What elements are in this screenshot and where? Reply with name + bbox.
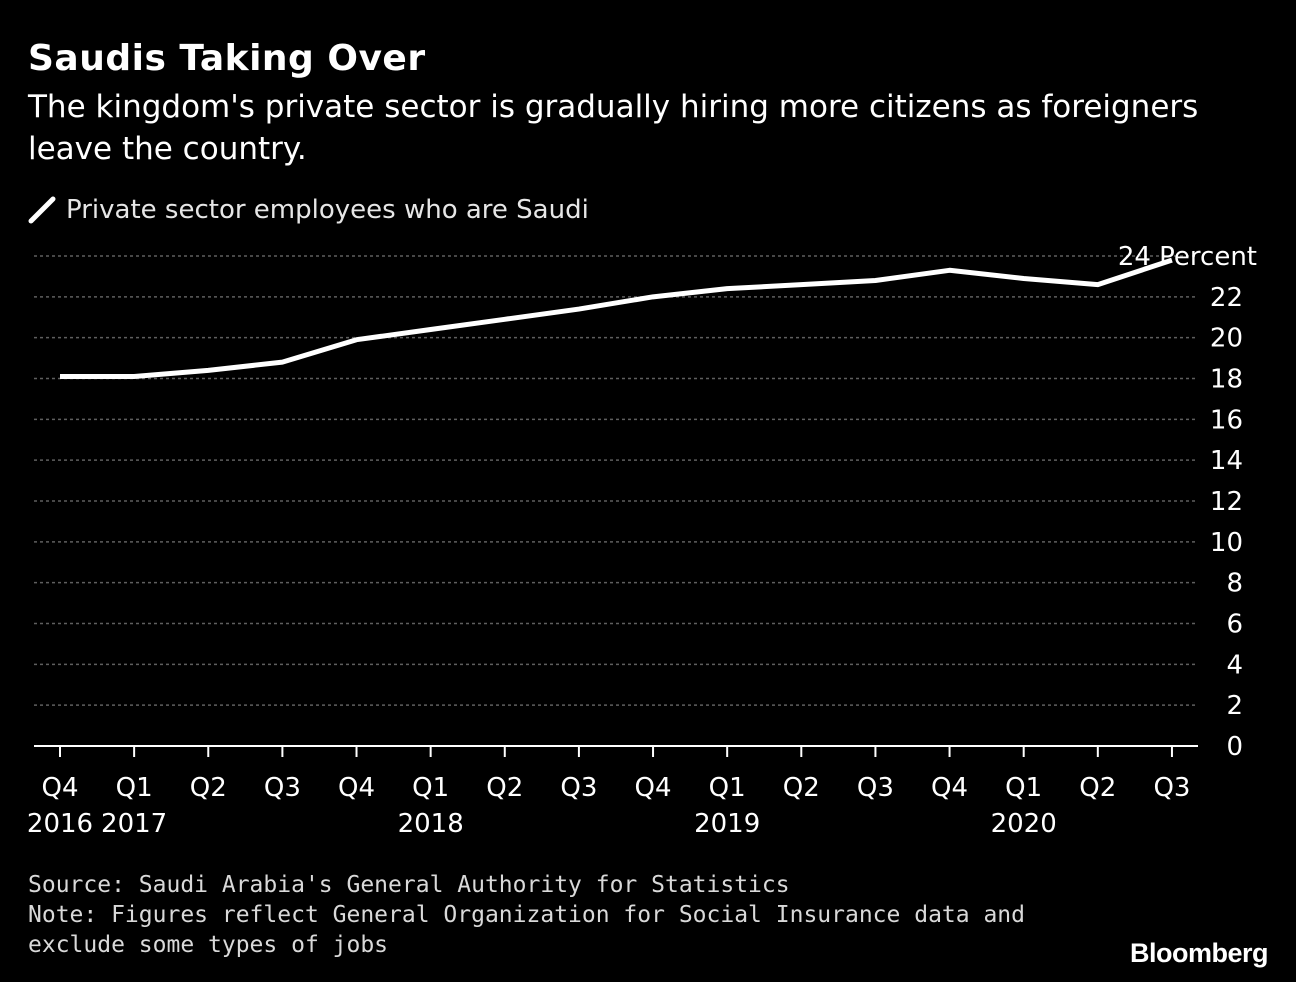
x-tick-label: Q4 (41, 773, 78, 803)
y-axis-tick-labels: 0 2 4 6 8 10 12 14 16 18 20 22 24 Percent (1118, 242, 1257, 762)
legend: Private sector employees who are Saudi (28, 192, 589, 228)
source-note: Source: Saudi Arabia's General Authority… (28, 872, 790, 898)
y-tick-label: 2 (1226, 691, 1243, 721)
x-year-label: 2018 (398, 809, 464, 839)
x-tick-label: Q3 (1153, 773, 1190, 803)
x-tick-label: Q1 (1005, 773, 1042, 803)
y-tick-label: 6 (1226, 610, 1243, 640)
x-tick-label: Q2 (486, 773, 523, 803)
x-tick-label: Q3 (857, 773, 894, 803)
x-tick-label: Q1 (412, 773, 449, 803)
x-year-label: 2017 (101, 809, 167, 839)
y-tick-label: 20 (1210, 324, 1243, 354)
y-tick-label: 4 (1226, 650, 1243, 680)
series-line (60, 257, 1173, 379)
x-tick-label: Q4 (338, 773, 375, 803)
y-tick-label: 16 (1210, 405, 1243, 435)
x-tick-label: Q1 (709, 773, 746, 803)
legend-line-icon (28, 196, 56, 224)
x-tick-label: Q2 (1079, 773, 1116, 803)
gridlines (34, 255, 1198, 706)
y-tick-label: 12 (1210, 487, 1243, 517)
chart-subtitle: The kingdom's private sector is graduall… (28, 89, 1199, 167)
x-year-label: 2019 (694, 809, 760, 839)
chart-title: Saudis Taking Over (28, 38, 426, 79)
x-tick-label: Q1 (116, 773, 153, 803)
y-tick-label: 10 (1210, 528, 1243, 558)
y-tick-label: 14 (1210, 446, 1243, 476)
y-tick-label: 22 (1210, 283, 1243, 313)
x-tick-label: Q3 (560, 773, 597, 803)
x-year-label: 2016 (27, 809, 93, 839)
y-tick-label: 24 Percent (1118, 242, 1257, 272)
x-tick-label: Q2 (783, 773, 820, 803)
y-tick-label: 8 (1226, 569, 1243, 599)
series-layer (60, 257, 1173, 379)
y-tick-label: 0 (1226, 732, 1243, 762)
y-tick-label: 18 (1210, 365, 1243, 395)
x-tick-label: Q3 (264, 773, 301, 803)
x-year-label: 2020 (991, 809, 1057, 839)
x-tick-label: Q4 (931, 773, 968, 803)
x-axis: Q4 Q1 Q2 Q3 Q4 Q1 Q2 Q3 Q4 Q1 Q2 Q3 Q4 Q1 Q2 Q3 2016 2017… (27, 745, 1198, 839)
footnote: Note: Figures reflect General Organizati… (28, 902, 1025, 958)
x-tick-label: Q4 (635, 773, 672, 803)
bloomberg-logo: Bloomberg (1129, 938, 1269, 968)
legend-label: Private sector employees who are Saudi (66, 195, 589, 225)
x-tick-label: Q2 (190, 773, 227, 803)
